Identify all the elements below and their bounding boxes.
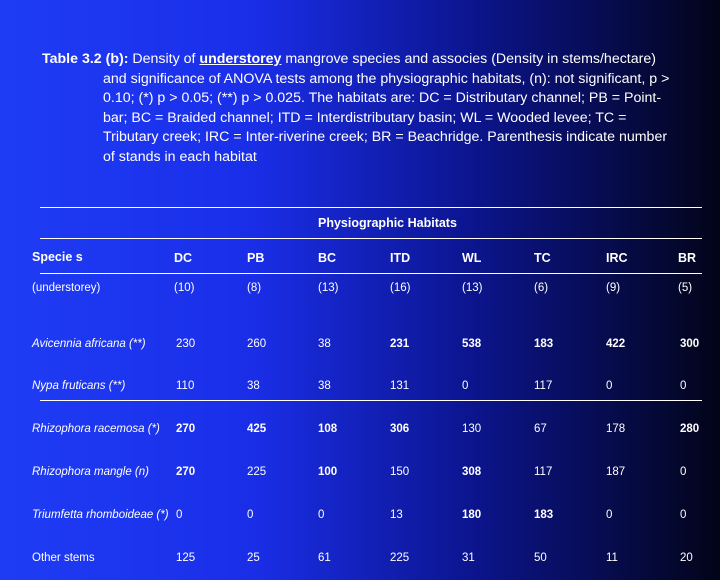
column-header-br: BR [678, 251, 697, 265]
caption-text-b: mangrove species and associes (Density i… [103, 51, 670, 165]
column-header-tc: TC [534, 251, 551, 265]
column-itd: 231 131 306 150 13 225 [390, 308, 409, 580]
value-cell: 0 [176, 509, 183, 522]
value-cell: 422 [606, 337, 626, 350]
column-bc: 38 38 108 100 0 61 [318, 308, 337, 580]
stands-label: (understorey) [32, 282, 101, 294]
value-cell: 183 [534, 337, 554, 350]
value-cell: 67 [534, 423, 547, 436]
group-header: Physiographic Habitats [318, 216, 457, 230]
stands-dc: (10) [174, 282, 195, 294]
value-cell: 61 [318, 552, 331, 565]
stands-bc: (13) [318, 282, 339, 294]
value-cell: 0 [247, 509, 254, 522]
column-header-itd: ITD [390, 251, 411, 265]
value-cell: 300 [680, 337, 700, 350]
value-cell: 270 [176, 423, 196, 436]
column-header-wl: WL [462, 251, 482, 265]
value-cell: 117 [534, 466, 553, 479]
column-br: 300 0 280 0 0 20 [680, 308, 699, 580]
column-header-dc: DC [174, 251, 193, 265]
stands-irc: (9) [606, 282, 621, 294]
value-cell: 538 [462, 337, 482, 350]
value-cell: 178 [606, 423, 626, 436]
value-cell: 230 [176, 337, 196, 350]
stands-itd: (16) [390, 282, 411, 294]
species-header: Specie s [32, 250, 83, 264]
value-cell: 231 [390, 337, 410, 350]
value-cell: 180 [462, 509, 482, 522]
header-rule [40, 273, 702, 274]
caption-text-a: Density of [128, 51, 200, 67]
species-name: Rhizophora racemosa (*) [32, 423, 160, 436]
value-cell: 108 [318, 423, 338, 436]
column-header-irc: IRC [606, 251, 628, 265]
value-cell: 31 [462, 552, 475, 565]
column-pb: 260 38 425 225 0 25 [247, 308, 266, 580]
value-cell: 280 [680, 423, 700, 436]
value-cell: 38 [318, 380, 331, 393]
table-bottom-rule [40, 400, 702, 401]
stands-tc: (6) [534, 282, 549, 294]
value-cell: 125 [176, 552, 196, 565]
value-cell: 130 [462, 423, 482, 436]
species-name: Other stems [32, 552, 95, 565]
value-cell: 13 [390, 509, 403, 522]
value-cell: 0 [680, 509, 687, 522]
value-cell: 0 [680, 380, 687, 393]
value-cell: 225 [390, 552, 410, 565]
value-cell: 117 [534, 380, 553, 393]
table-caption: Table 3.2 (b): Density of understorey ma… [42, 50, 672, 167]
species-name: Rhizophora mangle (n) [32, 466, 149, 479]
value-cell: 425 [247, 423, 267, 436]
species-name: Nypa fruticans (**) [32, 380, 126, 393]
value-cell: 0 [606, 380, 613, 393]
value-cell: 0 [606, 509, 613, 522]
species-name: Triumfetta rhomboideae (*) [32, 509, 169, 522]
value-cell: 0 [462, 380, 469, 393]
value-cell: 187 [606, 466, 626, 479]
column-header-pb: PB [247, 251, 265, 265]
caption-label: Table 3.2 (b): [42, 51, 129, 67]
value-cell: 38 [318, 337, 331, 350]
column-wl: 538 0 130 308 180 31 [462, 308, 481, 580]
value-cell: 225 [247, 466, 267, 479]
caption-emphasis: understorey [199, 51, 282, 67]
stands-wl: (13) [462, 282, 483, 294]
value-cell: 11 [606, 552, 618, 565]
column-dc: 230 110 270 270 0 125 [176, 308, 195, 580]
value-cell: 25 [247, 552, 260, 565]
value-cell: 270 [176, 466, 196, 479]
column-tc: 183 117 67 117 183 50 [534, 308, 553, 580]
value-cell: 306 [390, 423, 410, 436]
value-cell: 260 [247, 337, 267, 350]
species-name: Avicennia africana (**) [32, 337, 146, 350]
species-list: Avicennia africana (**) Nypa fruticans (… [32, 308, 169, 580]
value-cell: 0 [318, 509, 325, 522]
value-cell: 183 [534, 509, 554, 522]
value-cell: 110 [176, 380, 195, 393]
value-cell: 150 [390, 466, 410, 479]
value-cell: 100 [318, 466, 338, 479]
value-cell: 131 [390, 380, 410, 393]
value-cell: 38 [247, 380, 260, 393]
group-header-rule [40, 238, 702, 239]
value-cell: 20 [680, 552, 693, 565]
column-irc: 422 0 178 187 0 11 [606, 308, 625, 580]
stands-br: (5) [678, 282, 693, 294]
table-top-rule [40, 207, 702, 208]
value-cell: 50 [534, 552, 547, 565]
column-header-bc: BC [318, 251, 337, 265]
value-cell: 308 [462, 466, 482, 479]
stands-pb: (8) [247, 282, 262, 294]
value-cell: 0 [680, 466, 687, 479]
